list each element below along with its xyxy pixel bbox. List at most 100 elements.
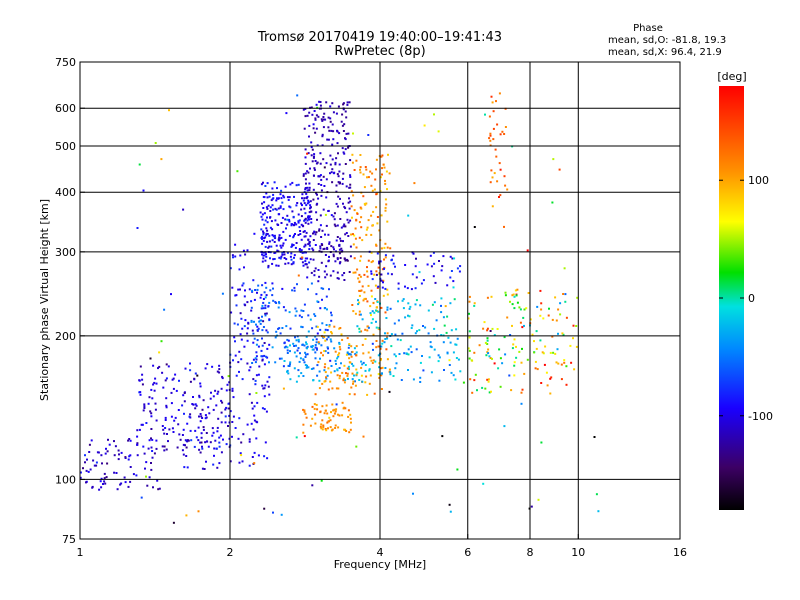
data-point <box>325 162 328 165</box>
data-point <box>264 185 267 187</box>
data-point <box>255 343 258 346</box>
data-point <box>540 382 543 384</box>
data-point <box>285 227 287 230</box>
data-point <box>306 152 309 155</box>
data-point <box>316 364 319 367</box>
data-point <box>296 349 299 352</box>
data-point <box>495 155 498 158</box>
data-point <box>325 429 328 432</box>
data-point <box>489 139 492 142</box>
data-point <box>314 393 317 396</box>
data-point <box>298 248 301 250</box>
data-point <box>371 278 374 281</box>
data-point <box>265 232 268 235</box>
data-point <box>167 365 170 368</box>
data-point <box>264 296 267 299</box>
data-point <box>127 458 130 461</box>
data-point <box>232 396 235 399</box>
data-point <box>231 435 233 438</box>
data-point <box>152 383 155 386</box>
data-point <box>570 361 573 364</box>
data-point <box>368 369 371 372</box>
data-point <box>283 346 286 349</box>
data-point <box>262 181 264 184</box>
data-point <box>347 132 350 135</box>
data-point <box>272 208 275 211</box>
data-point <box>194 372 197 375</box>
data-point <box>321 298 323 301</box>
data-point <box>355 368 358 371</box>
data-point <box>364 338 367 340</box>
data-point <box>446 351 449 354</box>
data-point <box>331 102 334 105</box>
data-point <box>329 359 332 362</box>
data-point <box>262 326 265 328</box>
data-point <box>253 232 256 235</box>
data-point <box>359 154 362 156</box>
data-point <box>340 247 343 250</box>
data-point <box>310 271 313 274</box>
data-point <box>348 101 351 104</box>
data-point <box>319 152 322 155</box>
data-point <box>316 300 319 303</box>
data-point <box>549 392 552 395</box>
data-point <box>388 390 391 393</box>
data-point <box>370 359 373 362</box>
data-point <box>430 265 433 268</box>
data-point <box>336 129 338 132</box>
data-point <box>333 347 336 350</box>
data-point <box>236 170 239 173</box>
data-point <box>257 284 260 287</box>
data-point <box>305 231 308 234</box>
data-point <box>262 301 265 304</box>
data-point <box>291 181 294 184</box>
data-point <box>559 313 562 316</box>
data-point <box>322 424 325 427</box>
data-point <box>257 345 260 348</box>
data-point <box>220 399 223 402</box>
data-point <box>260 293 263 296</box>
data-point <box>248 288 251 291</box>
data-point <box>294 307 297 310</box>
data-point <box>330 371 333 374</box>
data-point <box>536 305 539 308</box>
data-point <box>256 339 259 342</box>
data-point <box>323 380 326 383</box>
data-point <box>551 201 554 204</box>
data-point <box>336 357 339 360</box>
data-point <box>143 407 146 409</box>
data-point <box>366 300 369 303</box>
data-point <box>348 431 351 434</box>
data-point <box>334 424 337 427</box>
data-point <box>325 273 328 276</box>
data-point <box>562 293 565 295</box>
data-point <box>317 269 320 271</box>
data-point <box>315 341 318 344</box>
data-point <box>271 239 274 242</box>
data-point <box>336 236 339 238</box>
data-point <box>462 381 465 384</box>
data-point <box>369 305 372 308</box>
data-point <box>323 369 326 372</box>
data-point <box>345 353 348 356</box>
data-point <box>263 254 266 257</box>
data-point <box>504 126 507 128</box>
data-point <box>263 196 266 199</box>
data-point <box>204 441 207 444</box>
data-point <box>349 428 352 431</box>
data-point <box>372 301 375 304</box>
data-point <box>269 210 272 212</box>
data-point <box>330 411 332 414</box>
data-point <box>153 389 156 392</box>
data-point <box>554 352 557 355</box>
data-point <box>128 438 131 440</box>
data-point <box>262 207 265 209</box>
data-point <box>98 488 101 491</box>
data-point <box>484 387 487 390</box>
data-point <box>324 254 327 256</box>
data-point <box>380 279 383 282</box>
data-point <box>316 193 318 196</box>
data-point <box>501 130 504 133</box>
data-point <box>338 262 341 265</box>
data-point <box>335 184 338 187</box>
